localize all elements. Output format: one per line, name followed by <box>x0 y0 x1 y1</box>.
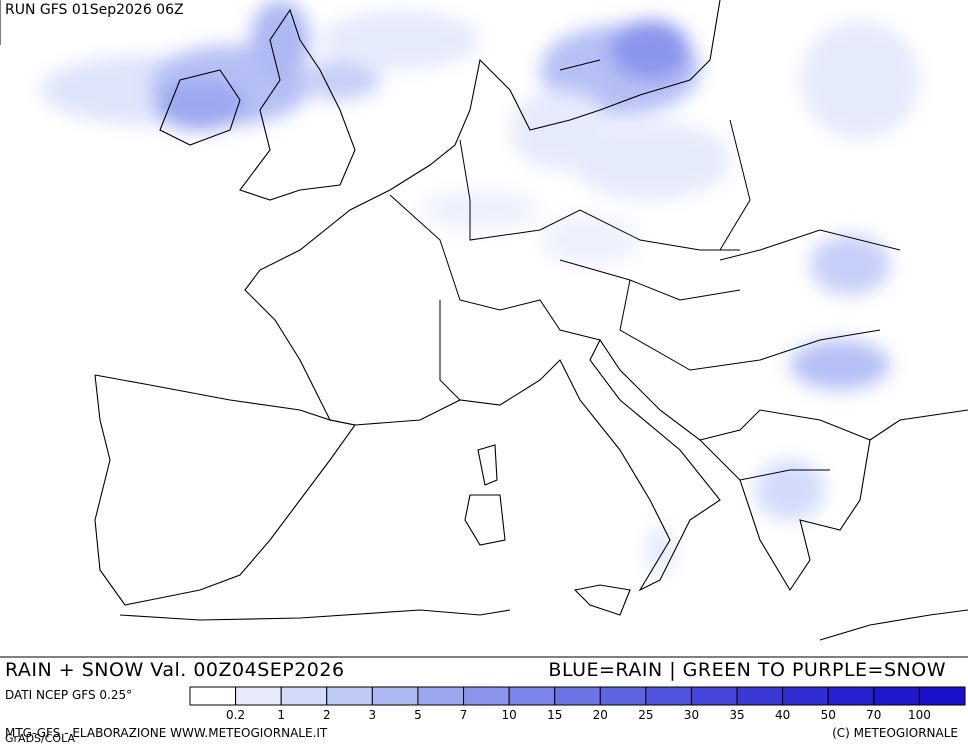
legend-tick-label: 5 <box>414 708 422 722</box>
legend-swatch <box>736 686 784 706</box>
legend-swatch <box>326 686 373 706</box>
legend-swatch <box>918 686 966 706</box>
credit: MTG-GFS - ELABORAZIONE WWW.METEOGIORNALE… <box>5 726 328 740</box>
legend-tick-label: 10 <box>501 708 516 722</box>
legend-tick-label: 7 <box>460 708 468 722</box>
legend-swatch <box>690 686 738 706</box>
legend-tick-label: 25 <box>638 708 653 722</box>
legend-tick-label: 30 <box>684 708 699 722</box>
legend-swatch <box>417 686 465 706</box>
legend-tick-label: 50 <box>821 708 836 722</box>
legend-swatch <box>371 686 419 706</box>
legend-swatch <box>508 686 556 706</box>
source: DATI NCEP GFS 0.25° <box>5 688 132 702</box>
grads: GrADS/COLA <box>5 732 75 745</box>
legend-swatch <box>280 686 328 706</box>
precipitation-field <box>40 0 920 575</box>
legend-tick-label: 35 <box>729 708 744 722</box>
legend-tick-label: 2 <box>323 708 331 722</box>
legend-note: BLUE=RAIN | GREEN TO PURPLE=SNOW <box>548 659 946 681</box>
legend-tick-label: 1 <box>277 708 285 722</box>
legend-tick-label: 70 <box>866 708 881 722</box>
legend-tick-label: 40 <box>775 708 790 722</box>
legend-swatch <box>782 686 829 706</box>
legend-swatch <box>554 686 601 706</box>
borders <box>329 59 901 481</box>
legend-tick-label: 15 <box>547 708 562 722</box>
legend-swatch <box>599 686 647 706</box>
coastlines <box>94 0 968 641</box>
legend-swatch <box>827 686 875 706</box>
legend-swatch <box>645 686 692 706</box>
legend-tick-label: 20 <box>593 708 608 722</box>
legend-swatch <box>463 686 510 706</box>
legend-swatch <box>873 686 920 706</box>
legend-swatch <box>189 686 237 706</box>
color-legend: 0.2 1 2 3 5 7 10 15 20 25 30 35 40 50 70 100 <box>189 686 966 722</box>
legend-tick-label: 100 <box>908 708 931 722</box>
run-label: RUN GFS 01Sep2026 06Z <box>5 2 184 18</box>
product-title: RAIN + SNOW Val. 00Z04SEP2026 <box>5 659 345 681</box>
copyright: (C) METEOGIORNALE <box>832 726 958 740</box>
legend-swatch <box>235 686 282 706</box>
legend-tick-label: 0.2 <box>226 708 245 722</box>
legend-tick-label: 3 <box>369 708 377 722</box>
